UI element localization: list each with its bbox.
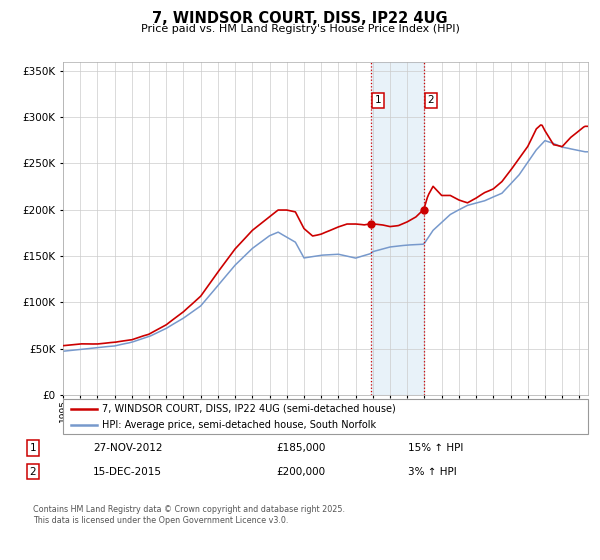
Text: 15% ↑ HPI: 15% ↑ HPI bbox=[408, 443, 463, 453]
Text: 7, WINDSOR COURT, DISS, IP22 4UG: 7, WINDSOR COURT, DISS, IP22 4UG bbox=[152, 11, 448, 26]
Text: £185,000: £185,000 bbox=[276, 443, 325, 453]
Text: 2: 2 bbox=[427, 95, 434, 105]
Text: 2: 2 bbox=[29, 466, 37, 477]
Text: 1: 1 bbox=[29, 443, 37, 453]
Text: 1: 1 bbox=[374, 95, 382, 105]
Text: 3% ↑ HPI: 3% ↑ HPI bbox=[408, 466, 457, 477]
Text: Price paid vs. HM Land Registry's House Price Index (HPI): Price paid vs. HM Land Registry's House … bbox=[140, 24, 460, 34]
Text: 15-DEC-2015: 15-DEC-2015 bbox=[93, 466, 162, 477]
Text: Contains HM Land Registry data © Crown copyright and database right 2025.
This d: Contains HM Land Registry data © Crown c… bbox=[33, 505, 345, 525]
Text: 7, WINDSOR COURT, DISS, IP22 4UG (semi-detached house): 7, WINDSOR COURT, DISS, IP22 4UG (semi-d… bbox=[103, 404, 396, 414]
FancyBboxPatch shape bbox=[63, 399, 588, 434]
Text: 27-NOV-2012: 27-NOV-2012 bbox=[93, 443, 163, 453]
Text: HPI: Average price, semi-detached house, South Norfolk: HPI: Average price, semi-detached house,… bbox=[103, 419, 377, 430]
Text: £200,000: £200,000 bbox=[276, 466, 325, 477]
Bar bbox=[371, 62, 424, 395]
